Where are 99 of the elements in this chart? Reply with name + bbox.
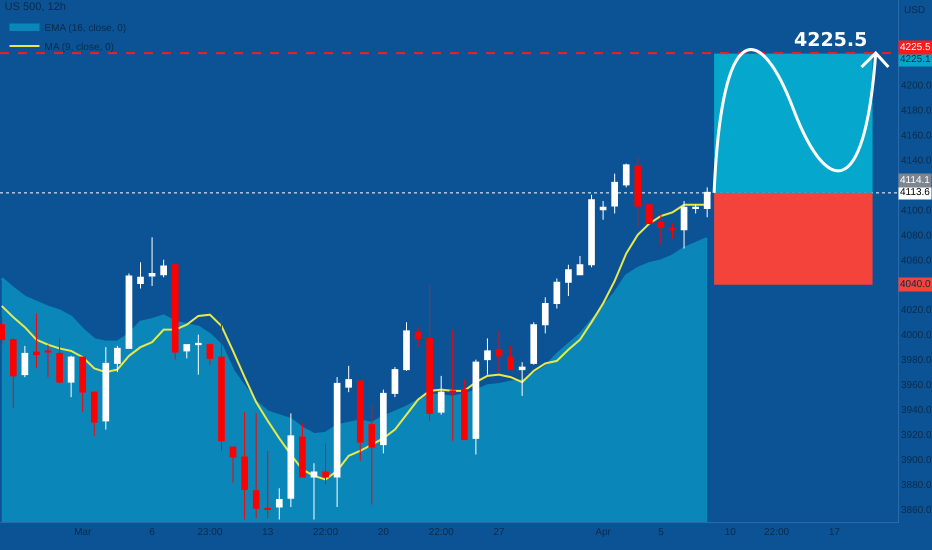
y-tick-label: 4100.0 [901,205,932,216]
y-tick-label: 3960.0 [901,380,932,392]
candlestick [646,204,653,224]
candlestick [44,344,52,378]
candlestick [554,278,560,309]
y-tick-label: 4180.0 [901,105,932,116]
y-tick-label: 4160.0 [901,130,932,142]
candlestick [542,296,549,334]
candlestick [68,355,74,398]
candlestick [334,376,340,508]
y-tick-label: 3920.0 [901,430,932,442]
candlestick [414,326,422,348]
x-tick-label: 10 [724,527,736,538]
candlestick [264,450,272,519]
y-axis-title: USD [904,5,926,16]
band-label: 4040.0 [900,279,932,290]
y-tick-label: 3940.0 [901,405,932,416]
candlestick [172,264,179,360]
y-tick-label: 3900.0 [901,455,932,466]
candlestick [380,389,387,454]
candlestick [565,264,572,296]
y-tick-label: 4000.0 [901,330,932,342]
candlestick [392,366,398,398]
y-tick-label: 3980.0 [901,355,932,366]
x-tick-label: 20 [378,527,390,538]
candlestick [460,379,468,440]
y-tick-label: 4200.0 [901,80,932,92]
candlestick [356,380,364,462]
candlestick [518,362,526,396]
annotation: 4225.5 [794,29,868,51]
candlestick [241,412,248,520]
x-tick-label: 22:00 [764,527,790,538]
candlestick [658,213,664,246]
candlestick [126,272,132,349]
x-tick-label: 5 [658,527,664,538]
candlestick [345,365,352,393]
candlestick [368,404,376,506]
candlestick [148,236,156,286]
y-tick-label: 3880.0 [901,480,932,492]
x-tick-label: 13 [262,527,274,538]
candlestick [10,338,17,409]
candlestick [22,345,28,378]
candlestick [56,338,63,384]
candlestick [310,462,318,520]
y-tick-label: 4020.0 [901,305,932,316]
x-tick-label: 6 [149,527,156,538]
legend-label: MA (9, close, 0) [44,42,114,53]
x-tick-label: Apr [595,527,612,538]
candlestick [276,488,283,520]
candlestick [530,322,538,366]
candlestick [137,262,144,289]
y-tick-label: 3860.0 [901,505,932,516]
candlestick [692,204,699,214]
candlestick [218,315,225,452]
candlestick [322,442,329,486]
candlestick [634,156,642,228]
candlestick [680,200,688,250]
x-tick-label: 23:00 [197,527,223,538]
candlestick [288,412,294,508]
candlestick [496,330,502,373]
chart-title: US 500, 12h [4,0,66,13]
candlestick [183,344,190,359]
candlestick [79,356,86,413]
y-tick-label: 4080.0 [901,230,932,242]
candlestick [33,312,40,369]
candlestick [472,359,480,456]
ref-line-label: 4113.6 [900,187,930,198]
candlestick [484,338,491,376]
candlestick [588,194,595,268]
candlestick [90,392,98,436]
candlestick [206,344,214,366]
candlestick [299,422,306,478]
candlestick [230,446,236,484]
ref-line-label: 4225.5 [900,42,932,53]
candlestick [252,412,260,519]
candlestick [438,375,445,416]
x-tick-label: 27 [493,527,506,538]
candlestick [669,223,676,240]
candlestick [449,329,456,442]
candlestick [114,345,121,373]
candlestick [600,200,606,220]
candlestick [507,345,514,370]
candlestick [195,334,202,376]
band-label: 4225.1 [900,54,932,65]
text: 4114.1 [900,175,930,186]
candlestick [160,259,167,278]
candlestick [0,316,6,346]
legend-label: EMA (16, close, 0) [44,22,126,34]
candlestick [576,256,584,276]
candlestick [102,346,110,430]
x-tick-label: 22:00 [428,527,454,538]
candlestick [622,163,630,188]
x-tick-label: 22:00 [313,527,338,538]
candlestick [426,284,433,422]
y-tick-label: 4060.0 [901,255,932,266]
candlestick [403,322,410,372]
x-tick-label: Mar [74,527,92,538]
y-tick-label: 4140.0 [901,155,932,166]
x-tick-label: 17 [828,527,840,538]
